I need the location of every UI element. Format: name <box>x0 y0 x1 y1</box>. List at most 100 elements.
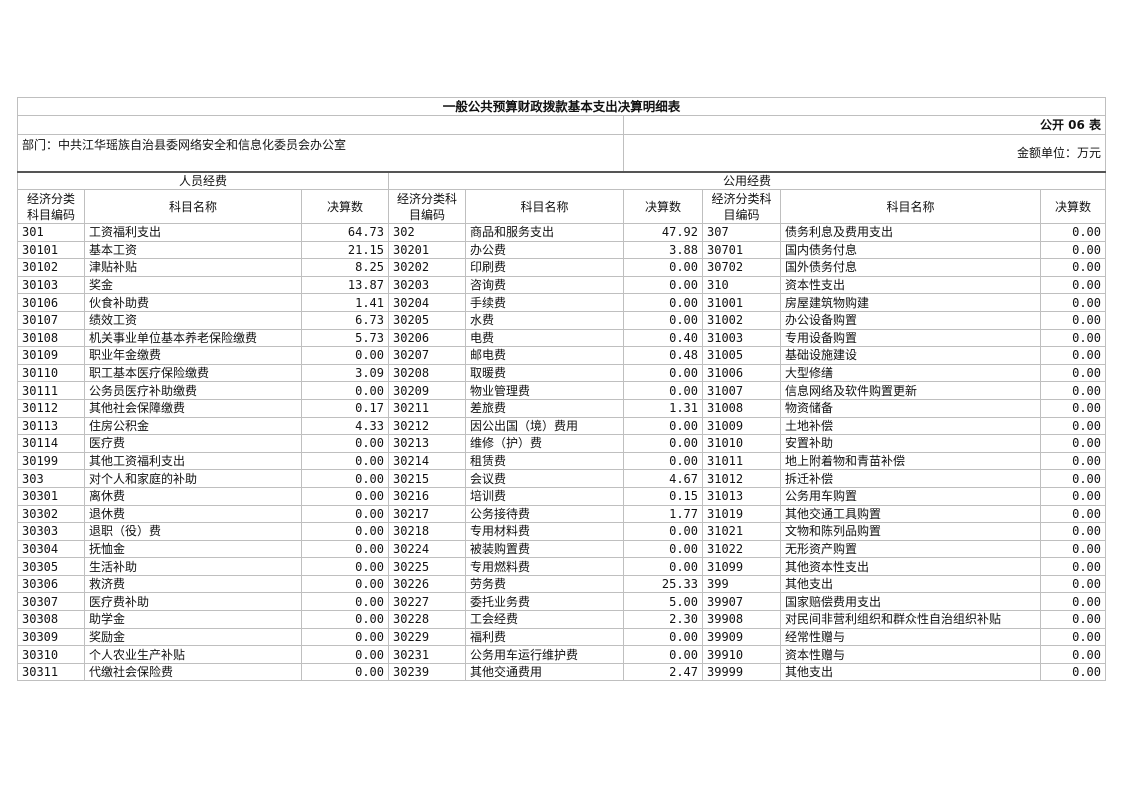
amount-cell: 0.00 <box>301 610 389 629</box>
code-cell: 31008 <box>702 398 781 418</box>
amount-cell: 47.92 <box>623 223 703 242</box>
code-cell: 302 <box>388 223 466 242</box>
group-personnel: 人员经费 <box>17 171 389 190</box>
amount-cell: 5.73 <box>301 328 389 348</box>
name-cell: 房屋建筑物购建 <box>780 293 1041 312</box>
name-cell: 信息网络及软件购置更新 <box>780 381 1041 400</box>
name-cell: 租赁费 <box>465 451 624 471</box>
table-row: 301 工资福利支出 64.73 302 商品和服务支出 47.92 307 债务利息及费用支… <box>17 223 1106 242</box>
amount-cell: 0.00 <box>623 434 703 453</box>
code-cell: 31013 <box>702 486 781 506</box>
code-cell: 30108 <box>17 328 85 348</box>
name-cell: 生活补助 <box>84 557 302 576</box>
code-cell: 30306 <box>17 574 85 594</box>
code-cell: 31003 <box>702 328 781 348</box>
code-cell: 301 <box>17 223 85 242</box>
name-cell: 其他支出 <box>780 574 1041 594</box>
table-row: 30103 奖金 13.87 30203 咨询费 0.00 310 资本性支出 0.00 <box>17 275 1106 295</box>
expense-detail-table: 一般公共预算财政拨款基本支出决算明细表 公开 06 表 部门：中共江华瑶族自治县… <box>17 97 1106 682</box>
name-cell: 水费 <box>465 310 624 330</box>
name-cell: 文物和陈列品购置 <box>780 522 1041 541</box>
name-cell: 专用燃料费 <box>465 557 624 576</box>
table-row: 30106 伙食补助费 1.41 30204 手续费 0.00 31001 房屋建筑物购建 0.… <box>17 293 1106 312</box>
amount-cell: 0.00 <box>301 434 389 453</box>
name-cell: 公务接待费 <box>465 504 624 524</box>
amount-cell: 1.31 <box>623 398 703 418</box>
code-cell: 30107 <box>17 310 85 330</box>
code-cell: 30228 <box>388 610 466 629</box>
amount-cell: 0.00 <box>301 645 389 664</box>
name-cell: 对个人和家庭的补助 <box>84 469 302 488</box>
amount-cell: 21.15 <box>301 240 389 260</box>
name-cell: 委托业务费 <box>465 592 624 612</box>
table-row: 30108 机关事业单位基本养老保险缴费 5.73 30206 电费 0.40 31003 专… <box>17 328 1106 348</box>
amount-cell: 0.48 <box>623 346 703 365</box>
name-cell: 基础设施建设 <box>780 346 1041 365</box>
amount-cell: 0.15 <box>623 486 703 506</box>
department-label: 部门：中共江华瑶族自治县委网络安全和信息化委员会办公室 <box>17 134 624 173</box>
name-cell: 办公费 <box>465 240 624 260</box>
code-cell: 30303 <box>17 522 85 541</box>
header-name: 科目名称 <box>780 189 1041 224</box>
table-row: 30112 其他社会保障缴费 0.17 30211 差旅费 1.31 31008 物资储备 0.… <box>17 398 1106 418</box>
name-cell: 津贴补贴 <box>84 258 302 277</box>
amount-cell: 0.00 <box>1040 539 1106 559</box>
code-cell: 31022 <box>702 539 781 559</box>
name-cell: 经常性赠与 <box>780 627 1041 647</box>
amount-cell: 0.00 <box>301 346 389 365</box>
name-cell: 抚恤金 <box>84 539 302 559</box>
code-cell: 30106 <box>17 293 85 312</box>
name-cell: 劳务费 <box>465 574 624 594</box>
name-cell: 奖金 <box>84 275 302 295</box>
name-cell: 物资储备 <box>780 398 1041 418</box>
amount-cell: 0.00 <box>623 381 703 400</box>
code-cell: 399 <box>702 574 781 594</box>
name-cell: 债务利息及费用支出 <box>780 223 1041 242</box>
code-cell: 30227 <box>388 592 466 612</box>
code-cell: 31006 <box>702 363 781 383</box>
name-cell: 其他交通工具购置 <box>780 504 1041 524</box>
amount-cell: 0.00 <box>301 592 389 612</box>
amount-cell: 0.00 <box>623 310 703 330</box>
name-cell: 其他交通费用 <box>465 662 624 682</box>
name-cell: 医疗费补助 <box>84 592 302 612</box>
amount-cell: 0.00 <box>1040 363 1106 383</box>
name-cell: 职业年金缴费 <box>84 346 302 365</box>
table-row: 30107 绩效工资 6.73 30205 水费 0.00 31002 办公设备购置 0.00 <box>17 310 1106 330</box>
code-cell: 30206 <box>388 328 466 348</box>
code-cell: 30216 <box>388 486 466 506</box>
amount-cell: 0.00 <box>1040 434 1106 453</box>
code-cell: 31007 <box>702 381 781 400</box>
amount-cell: 2.30 <box>623 610 703 629</box>
amount-cell: 0.00 <box>623 627 703 647</box>
amount-cell: 3.09 <box>301 363 389 383</box>
code-cell: 30201 <box>388 240 466 260</box>
name-cell: 公务用车运行维护费 <box>465 645 624 664</box>
amount-cell: 0.00 <box>301 662 389 682</box>
name-cell: 因公出国（境）费用 <box>465 416 624 436</box>
code-cell: 30101 <box>17 240 85 260</box>
table-title: 一般公共预算财政拨款基本支出决算明细表 <box>17 97 1106 116</box>
name-cell: 专用设备购置 <box>780 328 1041 348</box>
amount-cell: 0.00 <box>1040 416 1106 436</box>
name-cell: 机关事业单位基本养老保险缴费 <box>84 328 302 348</box>
table-row: 30303 退职（役）费 0.00 30218 专用材料费 0.00 31021 文物和陈列品… <box>17 522 1106 541</box>
amount-cell: 0.00 <box>1040 451 1106 471</box>
code-cell: 31019 <box>702 504 781 524</box>
amount-cell: 13.87 <box>301 275 389 295</box>
name-cell: 大型修缮 <box>780 363 1041 383</box>
name-cell: 个人农业生产补贴 <box>84 645 302 664</box>
name-cell: 被装购置费 <box>465 539 624 559</box>
name-cell: 工会经费 <box>465 610 624 629</box>
amount-cell: 0.00 <box>1040 522 1106 541</box>
code-cell: 30229 <box>388 627 466 647</box>
code-cell: 30231 <box>388 645 466 664</box>
amount-cell: 0.00 <box>301 451 389 471</box>
name-cell: 代缴社会保险费 <box>84 662 302 682</box>
name-cell: 电费 <box>465 328 624 348</box>
code-cell: 30110 <box>17 363 85 383</box>
code-cell: 31002 <box>702 310 781 330</box>
code-cell: 30239 <box>388 662 466 682</box>
amount-cell: 0.00 <box>623 363 703 383</box>
name-cell: 维修（护）费 <box>465 434 624 453</box>
